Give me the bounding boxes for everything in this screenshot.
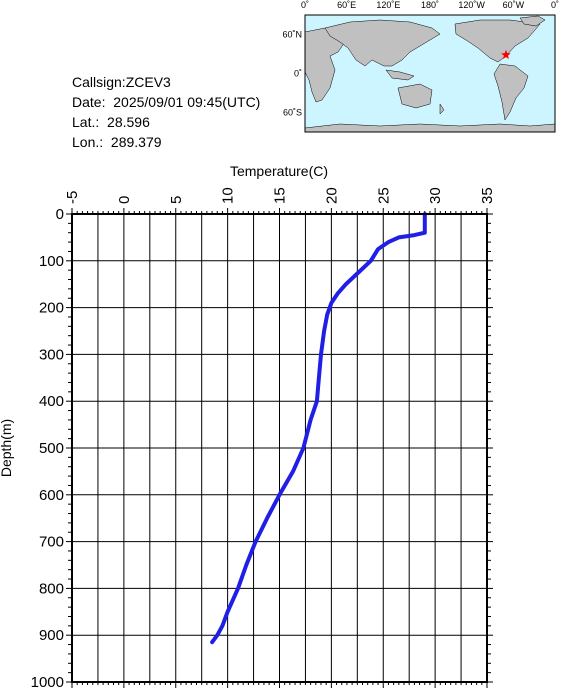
x-tick-labels: -5 0 5 10 15 20 25 30 35: [64, 187, 496, 204]
x-tick-label: 15: [272, 187, 289, 204]
info-lat: Lat.: 28.596: [72, 114, 150, 130]
red-star-icon: [501, 49, 511, 59]
land-australia: [397, 83, 433, 109]
land-new-zealand: [439, 103, 445, 115]
map-top-label: 60˚E: [337, 0, 356, 10]
lat-label: Lat.:: [72, 114, 100, 130]
y-tick-label: 0: [56, 206, 64, 223]
land-indonesia: [385, 69, 415, 81]
date-value: 2025/09/01 09:45(UTC): [113, 94, 261, 110]
land-north-america: [454, 19, 541, 63]
y-tick-label: 100: [39, 253, 64, 270]
date-label: Date:: [72, 94, 106, 110]
map-land: [304, 15, 556, 133]
lon-label: Lon.:: [72, 134, 104, 150]
x-tick-label: 0: [116, 196, 133, 204]
y-tick-label: 600: [39, 487, 64, 504]
y-tick-label: 500: [39, 440, 64, 457]
x-tick-label: 10: [220, 187, 237, 204]
map-side-label: 0˚: [294, 69, 302, 79]
map-top-label: 0˚: [551, 0, 559, 10]
map-side-label: 60˚N: [282, 30, 302, 40]
info-date: Date: 2025/09/01 09:45(UTC): [72, 94, 260, 110]
y-tick-label: 900: [39, 627, 64, 644]
land-south-america: [493, 63, 529, 121]
x-tick-label: -5: [64, 191, 81, 204]
map-frame: [304, 14, 556, 133]
y-tick-label: 400: [39, 393, 64, 410]
plot-frame: [71, 213, 488, 683]
callsign-value: ZCEV3: [125, 74, 171, 90]
x-tick-label: 5: [168, 196, 185, 204]
x-tick-label: 30: [427, 187, 444, 204]
callsign-label: Callsign:: [72, 74, 126, 90]
x-axis-label: Temperature(C): [230, 163, 328, 179]
y-axis-label: Depth(m): [0, 419, 14, 477]
world-map: 0˚ 60˚E 120˚E 180˚ 120˚W 60˚W 0˚ 60˚N 0˚ 60˚S: [282, 0, 559, 133]
map-side-labels: 60˚N 0˚ 60˚S: [282, 30, 302, 118]
land-asia: [324, 19, 441, 67]
map-top-label: 120˚W: [458, 0, 485, 10]
lon-value: 289.379: [110, 134, 162, 150]
x-tick-label: 20: [323, 187, 340, 204]
info-callsign: Callsign:ZCEV3: [72, 74, 171, 90]
temperature-profile-line: [210, 212, 427, 645]
y-tick-label: 200: [39, 300, 64, 317]
land-greenland: [519, 15, 546, 27]
y-tick-label: 800: [39, 580, 64, 597]
map-top-labels: 0˚ 60˚E 120˚E 180˚ 120˚W 60˚W 0˚: [301, 0, 559, 10]
info-lon: Lon.: 289.379: [72, 134, 162, 150]
x-tick-label: 25: [375, 187, 392, 204]
map-marker: [501, 49, 511, 59]
grid-lines: [71, 213, 488, 683]
y-tick-labels: 0 100 200 300 400 500 600 700 800 900 1000: [31, 206, 64, 690]
data-series: [210, 212, 427, 645]
land-antarctica: [304, 123, 556, 133]
y-tick-label: 300: [39, 346, 64, 363]
lat-value: 28.596: [107, 114, 150, 130]
x-tick-label: 35: [479, 187, 496, 204]
map-top-label: 0˚: [301, 0, 309, 10]
y-tick-label: 700: [39, 534, 64, 551]
map-top-label: 60˚W: [503, 0, 525, 10]
map-side-label: 60˚S: [283, 108, 302, 118]
map-top-label: 180˚: [421, 0, 439, 10]
map-top-label: 120˚E: [376, 0, 400, 10]
temperature-depth-chart: -5 0 5 10 15 20 25 30 35 01002003004005006007008…: [0, 163, 496, 690]
y-tick-label: 1000: [31, 674, 64, 690]
